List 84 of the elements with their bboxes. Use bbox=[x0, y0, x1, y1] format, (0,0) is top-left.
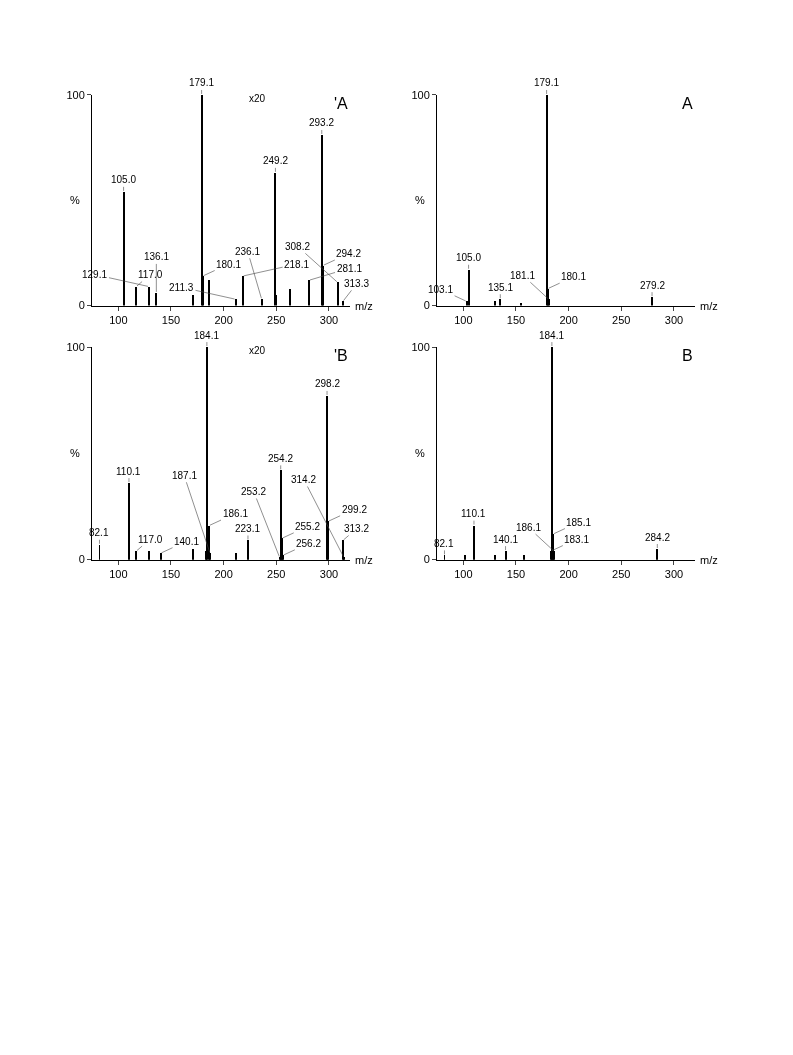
annotation: 135.1 bbox=[488, 282, 514, 293]
x-tick-label: 200 bbox=[214, 567, 233, 580]
x-tick-label: 100 bbox=[454, 567, 473, 580]
annotation: 140.1 bbox=[493, 534, 519, 545]
annotation: x20 bbox=[249, 345, 266, 356]
annotation: 110.1 bbox=[116, 466, 141, 477]
annotation: 117.0 bbox=[138, 534, 163, 545]
annotation: 308.2 bbox=[285, 241, 311, 252]
annotation: 255.2 bbox=[295, 521, 321, 532]
y-tick-label: 100 bbox=[411, 88, 430, 101]
x-tick-label: 100 bbox=[109, 567, 128, 580]
chart-title: 'B bbox=[334, 347, 348, 364]
annotation: 253.2 bbox=[241, 486, 267, 497]
y-tick-label: 100 bbox=[66, 88, 85, 101]
annotation: 293.2 bbox=[309, 117, 335, 128]
annotation: 249.2 bbox=[263, 155, 289, 166]
annotation: 180.1 bbox=[216, 259, 242, 270]
x-tick-label: 100 bbox=[454, 313, 473, 326]
y-axis-title: % bbox=[415, 194, 425, 206]
annotation: 299.2 bbox=[342, 504, 368, 515]
x-tick-label: 150 bbox=[161, 567, 181, 580]
annotation: 105.0 bbox=[456, 252, 482, 263]
y-axis-title: % bbox=[70, 447, 80, 459]
x-tick-label: 200 bbox=[559, 567, 578, 580]
annotation: 313.2 bbox=[344, 523, 370, 534]
annotation: 187.1 bbox=[172, 470, 198, 481]
y-tick-label: 0 bbox=[78, 553, 85, 566]
x-tick-label: 250 bbox=[267, 567, 286, 580]
x-tick-label: 150 bbox=[161, 313, 181, 326]
annotation: 218.1 bbox=[284, 259, 310, 270]
y-tick-label: 100 bbox=[66, 340, 85, 353]
x-tick-label: 150 bbox=[506, 567, 526, 580]
annotation: 211.3 bbox=[169, 282, 194, 293]
annotation: 184.1 bbox=[539, 330, 565, 341]
x-tick-label: 300 bbox=[319, 567, 339, 580]
annotation: 279.2 bbox=[640, 280, 666, 291]
x-tick-label: 100 bbox=[109, 313, 128, 326]
x-tick-label: 300 bbox=[319, 313, 339, 326]
x-axis-title: m/z bbox=[700, 300, 718, 312]
y-tick-label: 0 bbox=[423, 299, 430, 312]
x-tick-label: 150 bbox=[506, 313, 526, 326]
annotation: 254.2 bbox=[268, 453, 294, 464]
chart-title: B bbox=[682, 347, 693, 364]
x-tick-label: 250 bbox=[612, 567, 631, 580]
annotation: 298.2 bbox=[315, 378, 341, 389]
annotation: 136.1 bbox=[144, 251, 170, 262]
x-axis-title: m/z bbox=[355, 554, 373, 566]
annotation: 313.3 bbox=[344, 278, 370, 289]
annotation: 184.1 bbox=[194, 330, 220, 341]
x-tick-label: 200 bbox=[214, 313, 233, 326]
annotation: 140.1 bbox=[174, 536, 200, 547]
chart-title: 'A bbox=[334, 95, 349, 112]
annotation: 179.1 bbox=[189, 77, 215, 88]
annotation: 180.1 bbox=[561, 271, 587, 282]
y-tick-label: 0 bbox=[78, 299, 85, 312]
annotation: 186.1 bbox=[223, 508, 249, 519]
y-tick-label: 0 bbox=[423, 553, 430, 566]
annotation: 314.2 bbox=[291, 474, 317, 485]
annotation: 294.2 bbox=[336, 248, 362, 259]
annotation: 110.1 bbox=[461, 508, 486, 519]
x-tick-label: 300 bbox=[664, 313, 684, 326]
annotation: 281.1 bbox=[337, 263, 363, 274]
annotation: 117.0 bbox=[138, 269, 163, 280]
y-tick-label: 100 bbox=[411, 340, 430, 353]
x-axis-title: m/z bbox=[355, 300, 373, 312]
chart-title: A bbox=[682, 95, 693, 112]
annotation: 223.1 bbox=[235, 523, 261, 534]
x-tick-label: 250 bbox=[267, 313, 286, 326]
annotation: 186.1 bbox=[516, 522, 542, 533]
x-axis-title: m/z bbox=[700, 554, 718, 566]
annotation: 236.1 bbox=[235, 246, 261, 257]
y-axis-title: % bbox=[415, 447, 425, 459]
annotation: 284.2 bbox=[645, 532, 671, 543]
x-tick-label: 250 bbox=[612, 313, 631, 326]
annotation: 181.1 bbox=[510, 270, 536, 281]
x-tick-label: 300 bbox=[664, 567, 684, 580]
annotation: 256.2 bbox=[296, 538, 322, 549]
y-axis-title: % bbox=[70, 194, 80, 206]
annotation: 105.0 bbox=[111, 174, 137, 185]
annotation: 185.1 bbox=[566, 517, 592, 528]
x-tick-label: 200 bbox=[559, 313, 578, 326]
annotation: 183.1 bbox=[564, 534, 590, 545]
annotation: x20 bbox=[249, 93, 266, 104]
annotation: 179.1 bbox=[534, 77, 560, 88]
